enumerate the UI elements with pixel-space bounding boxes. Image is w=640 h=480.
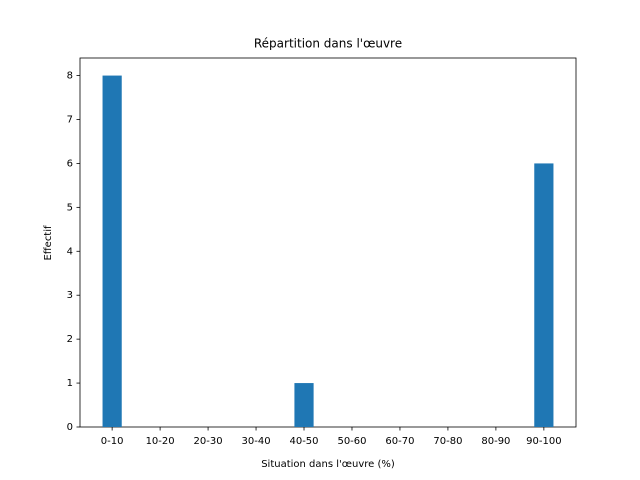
chart-title: Répartition dans l'œuvre <box>254 37 402 51</box>
x-tick-label: 10-20 <box>146 436 175 447</box>
bar <box>102 75 122 428</box>
bar <box>534 163 554 427</box>
y-tick-label: 4 <box>67 246 73 257</box>
y-tick-label: 7 <box>67 115 73 126</box>
x-axis-label: Situation dans l'œuvre (%) <box>261 459 395 470</box>
y-tick-label: 1 <box>67 378 73 389</box>
x-tick-label: 50-60 <box>337 436 366 447</box>
x-tick-label: 30-40 <box>242 436 271 447</box>
plot-frame <box>79 57 577 428</box>
x-tick-label: 60-70 <box>385 436 414 447</box>
bar <box>294 383 314 427</box>
y-tick-label: 8 <box>67 71 73 82</box>
y-tick-label: 0 <box>67 422 73 433</box>
x-tick-label: 90-100 <box>526 436 561 447</box>
y-tick-label: 2 <box>67 334 73 345</box>
y-tick-label: 5 <box>67 202 73 213</box>
x-tick-label: 0-10 <box>101 436 124 447</box>
y-tick-label: 6 <box>67 158 73 169</box>
x-tick-label: 20-30 <box>194 436 223 447</box>
x-tick-label: 70-80 <box>433 436 462 447</box>
x-tick-label: 80-90 <box>481 436 510 447</box>
y-tick-label: 3 <box>67 290 73 301</box>
y-axis-label: Effectif <box>43 225 54 261</box>
x-tick-label: 40-50 <box>289 436 318 447</box>
